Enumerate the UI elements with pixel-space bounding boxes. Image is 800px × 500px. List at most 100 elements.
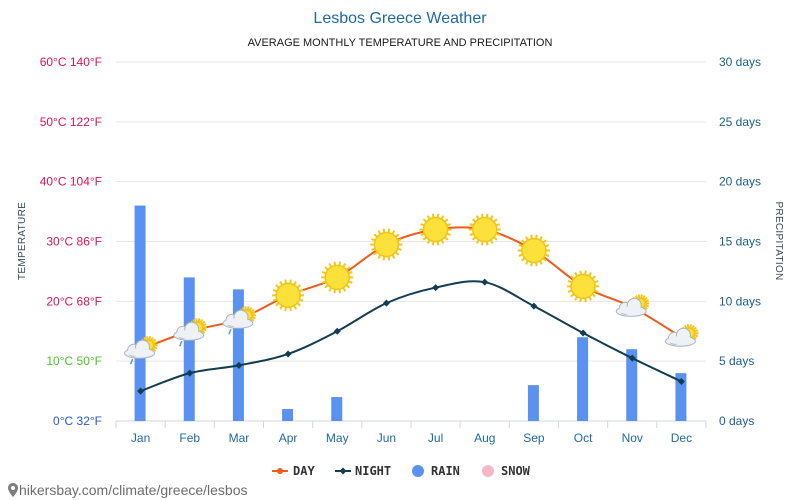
cloud-sun-rain-icon [222,306,256,335]
source-link[interactable]: hikersbay.com/climate/greece/lesbos [8,482,248,498]
sun-disc [472,216,498,243]
sun-icon [567,270,600,303]
rain-bar [675,373,687,421]
rain-drop [191,340,195,347]
sun-disc [521,237,547,264]
legend: DAY NIGHT RAIN SNOW [272,464,531,478]
cloud-sun-rain-icon [173,318,207,347]
precipitation-tick-label: 25 days [719,115,761,129]
rain-bar [232,289,244,421]
month-label: Aug [474,431,495,445]
temperature-tick-label: 20°C 68°F [46,294,102,308]
cloud-fill [224,318,251,327]
rain-drop [141,358,146,365]
precipitation-tick-label: 15 days [719,235,761,249]
sun-disc [570,273,596,300]
rain-drop [135,358,140,365]
cloud-fill [618,306,645,315]
night-point [628,354,636,362]
month-label: Jun [377,431,396,445]
legend-rain-marker [412,465,424,477]
night-point [382,299,390,307]
precipitation-tick-label: 30 days [719,55,761,69]
cloud-sun-icon [615,294,650,317]
rain-bar [282,409,294,421]
month-label: Feb [179,431,200,445]
month-label: Mar [229,431,250,445]
right-axis-title: PRECIPITATION [773,201,784,280]
night-point [432,284,440,292]
precipitation-tick-label: 20 days [719,175,761,189]
rain-bar [134,205,146,421]
legend-rain-label: RAIN [431,464,460,478]
month-label: Oct [574,431,593,445]
rain-bar [626,349,638,421]
cloud-fill [175,330,202,339]
legend-item-snow[interactable]: SNOW [482,464,531,478]
night-point [137,387,145,395]
night-point [677,378,685,386]
temperature-lines [137,226,685,395]
night-point [333,327,341,335]
month-label: Jan [131,431,150,445]
cloud-fill [126,348,153,357]
month-label: Sep [523,431,545,445]
month-label: Nov [622,431,643,445]
grid-lines [115,61,707,428]
cloud-sun-rain-icon [124,336,158,365]
sun-icon [370,228,403,261]
temperature-tick-label: 50°C 122°F [40,115,102,129]
rain-drop [129,358,134,365]
source-link-text: hikersbay.com/climate/greece/lesbos [19,482,248,498]
rain-drop [228,329,232,335]
temperature-tick-label: 10°C 50°F [46,354,102,368]
location-pin-icon [8,483,18,497]
axis-ticks: 0°C 32°F 10°C 50°F 20°C 68°F 30°C 86°F 40°C … [40,55,761,445]
cloud-fill [667,336,694,345]
legend-item-rain[interactable]: RAIN [412,464,460,478]
rain-bar [183,277,195,421]
rain-bar [331,397,343,421]
temperature-tick-label: 60°C 140°F [40,55,102,69]
sun-icon [321,261,354,294]
sun-icon [272,279,305,312]
legend-snow-marker [482,465,494,477]
rain-drop [179,340,183,347]
precipitation-tick-label: 0 days [719,414,754,428]
night-point [530,302,538,310]
temperature-tick-label: 30°C 86°F [46,235,102,249]
month-label: Apr [279,431,298,445]
sun-disc [422,216,449,243]
night-point [481,278,489,286]
sun-icon [419,213,452,246]
month-label: May [326,431,349,445]
rain-bar [527,385,539,421]
night-line [140,280,682,393]
precipitation-tick-label: 10 days [719,294,761,308]
rain-drop [185,340,189,347]
legend-item-day[interactable]: DAY [272,464,315,478]
legend-day-label: DAY [293,464,315,478]
rain-bar [577,337,589,421]
legend-night-marker [339,467,347,475]
precipitation-tick-label: 5 days [719,354,754,368]
night-point [186,369,194,377]
sun-disc [373,231,400,258]
night-point [579,329,587,337]
chart-subtitle: AVERAGE MONTHLY TEMPERATURE AND PRECIPIT… [248,37,553,49]
night-point [235,361,243,369]
rain-bars [134,205,687,421]
night-point [284,350,292,358]
weather-icons [124,213,699,365]
left-axis-title: TEMPERATURE [17,202,28,280]
day-line [140,226,682,351]
temperature-tick-label: 0°C 32°F [53,414,102,428]
sun-icon [468,213,501,246]
chart-title: Lesbos Greece Weather [313,10,487,27]
legend-item-night[interactable]: NIGHT [335,464,391,478]
month-label: Jul [428,431,443,445]
rain-drop [234,329,238,335]
temperature-tick-label: 40°C 104°F [40,175,102,189]
legend-day-marker [277,468,283,474]
